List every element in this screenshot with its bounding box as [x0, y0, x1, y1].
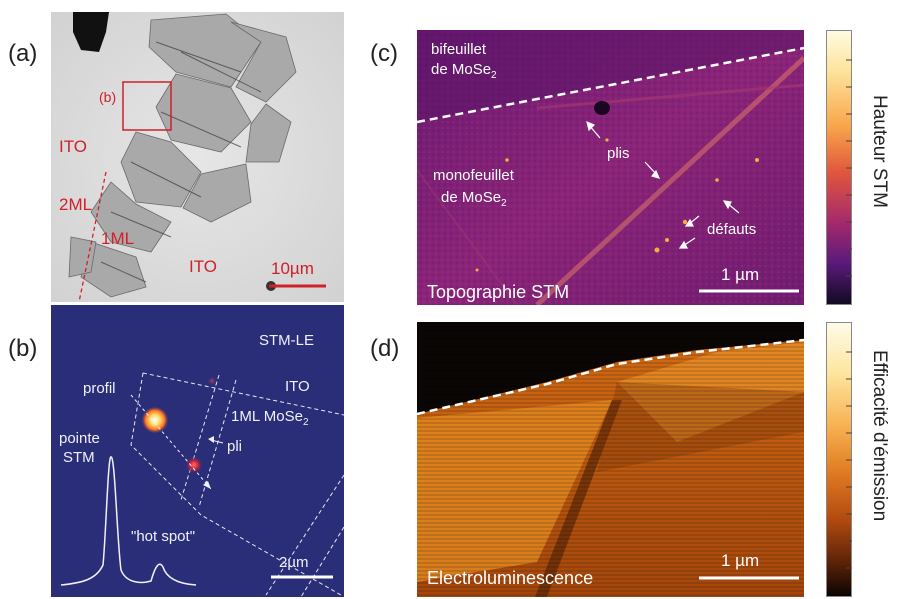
- boundary-dashed-line: [78, 171, 107, 302]
- panel-d-electroluminescence: 1 µm Electroluminescence: [417, 322, 804, 597]
- panel-c-topography: bifeuillet de MoSe2 monofeuillet de MoSe…: [417, 30, 804, 305]
- monolayer-label-b: 1ML MoSe2: [231, 408, 309, 428]
- tip-spot: [141, 406, 169, 434]
- bilayer-label-line2: de MoSe2: [431, 61, 497, 81]
- topography-caption: Topographie STM: [427, 282, 569, 302]
- ito-label-b: ITO: [285, 378, 310, 395]
- optical-image-svg: (b) ITO 2ML 1ML ITO 10µm: [51, 12, 344, 302]
- stmle-title: STM-LE: [259, 332, 314, 349]
- mono-label-line1: monofeuillet: [433, 167, 515, 184]
- profil-label: profil: [83, 380, 116, 397]
- tip-label-line1: pointe: [59, 430, 100, 447]
- tip-label-line2: STM: [63, 449, 95, 466]
- electroluminescence-caption: Electroluminescence: [427, 568, 593, 588]
- ito-label-top: ITO: [59, 137, 87, 156]
- intensity-profile-curve: [60, 456, 197, 586]
- bilayer-boundary: [417, 46, 804, 124]
- scalebar-b-label: 2µm: [279, 554, 308, 571]
- panel-b-stmle-map: STM-LE ITO 1ML MoSe2 profil pli pointe S…: [51, 305, 344, 597]
- panel-label-d: (d): [370, 335, 400, 362]
- bilayer-label-line1: bifeuillet: [431, 41, 487, 58]
- scalebar-c-label: 1 µm: [721, 265, 759, 284]
- colorbar-height-label: Hauteur STM: [869, 95, 890, 208]
- colorbar-height-ticks: [846, 59, 852, 277]
- colorbar-emission-label: Efficacité d'émission: [869, 350, 890, 522]
- inset-box: [122, 81, 172, 131]
- scalebar-a-label: 10µm: [271, 259, 314, 278]
- panel-label-a: (a): [8, 40, 38, 67]
- hot-spot: [185, 456, 203, 474]
- pli-label-b: pli: [227, 438, 242, 455]
- scalebar-d-label: 1 µm: [721, 551, 759, 570]
- panel-a-optical-image: (b) ITO 2ML 1ML ITO 10µm: [51, 12, 344, 302]
- monolayer-label: 1ML: [101, 229, 134, 248]
- ito-label-bottom: ITO: [189, 257, 217, 276]
- topography-svg: bifeuillet de MoSe2 monofeuillet de MoSe…: [417, 30, 804, 305]
- inset-label-b: (b): [99, 89, 116, 105]
- hotspot-label: "hot spot": [131, 528, 195, 545]
- panel-label-c: (c): [370, 40, 398, 67]
- defects-label: défauts: [707, 221, 756, 238]
- mono-label-line2: de MoSe2: [441, 189, 507, 209]
- folds-label: plis: [607, 145, 630, 162]
- stmle-map-svg: STM-LE ITO 1ML MoSe2 profil pli pointe S…: [51, 305, 344, 597]
- panel-label-b: (b): [8, 335, 38, 362]
- colorbar-emission-ticks: [846, 351, 852, 569]
- bilayer-label: 2ML: [59, 195, 92, 214]
- electroluminescence-svg: 1 µm Electroluminescence: [417, 322, 804, 597]
